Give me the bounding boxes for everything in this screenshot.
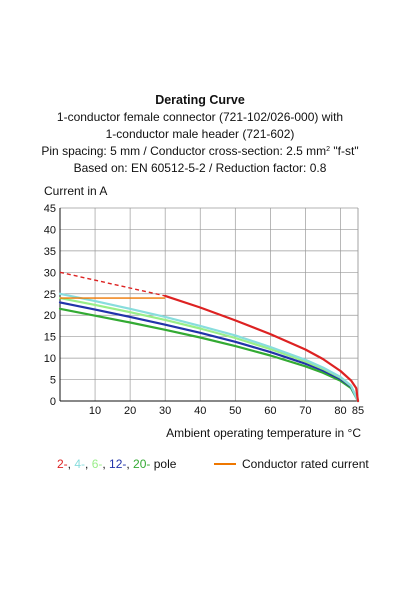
spec-line-superscript: 2 [326,146,331,153]
y-tick-label: 10 [44,353,56,365]
spec-line-suffix: "f-st" [330,144,359,158]
x-tick-label: 10 [89,405,101,417]
spec-line: Pin spacing: 5 mm / Conductor cross-sect… [0,143,400,160]
x-tick-label: 80 [334,405,346,417]
y-tick-label: 30 [44,267,56,279]
x-tick-label: 50 [229,405,241,417]
legend-item-20-pole: 20- [133,457,151,471]
series-line-2-pole [164,294,360,403]
rated-current-label: Conductor rated current [242,457,369,471]
y-tick-label: 45 [44,203,56,215]
legend-item-6-pole: 6- [91,457,103,471]
legend-separator: , [102,457,110,471]
y-tick-label: 35 [44,246,56,258]
subtitle-line-2: 1-conductor male header (721-602) [105,127,295,141]
y-tick-label: 40 [44,224,56,236]
x-tick-label: 60 [264,405,276,417]
legend-item-2-pole: 2- [57,457,68,471]
spec-line-prefix: Pin spacing: 5 mm / Conductor cross-sect… [41,144,327,158]
legend-separator: , [126,457,134,471]
legend-rated-current: Conductor rated current [214,457,369,471]
y-tick-label: 25 [44,289,56,301]
x-tick-label: 40 [194,405,206,417]
x-tick-label: 20 [124,405,136,417]
series-line-20-pole [58,307,360,403]
subtitle-line-1: 1-conductor female connector (721-102/02… [56,110,344,124]
y-tick-label: 5 [50,375,56,387]
legend-item-12-pole: 12- [109,457,127,471]
legend-pole-suffix: pole [150,457,177,471]
rated-current-swatch [214,463,236,465]
y-axis-label: Current in A [44,184,108,198]
legend-item-4-pole: 4- [74,457,86,471]
legend-poles: 2-, 4-, 6-, 12-, 20- pole [57,457,176,471]
x-tick-label: 85 [352,405,364,417]
chart-header: Derating Curve 1-conductor female connec… [0,92,400,177]
x-axis-label: Ambient operating temperature in °C [166,426,361,440]
legend-separator: , [67,457,75,471]
basis-line: Based on: EN 60512-5-2 / Reduction facto… [73,161,327,175]
y-tick-label: 0 [50,396,56,408]
y-tick-label: 15 [44,332,56,344]
x-tick-label: 30 [159,405,171,417]
series-line-6-pole [58,297,360,403]
chart-title: Derating Curve [155,93,245,107]
x-tick-label: 70 [299,405,311,417]
series-line-2pole-dashed-extension [59,271,166,297]
series-line-4-pole [58,292,360,403]
y-tick-label: 20 [44,310,56,322]
legend-separator: , [85,457,92,471]
